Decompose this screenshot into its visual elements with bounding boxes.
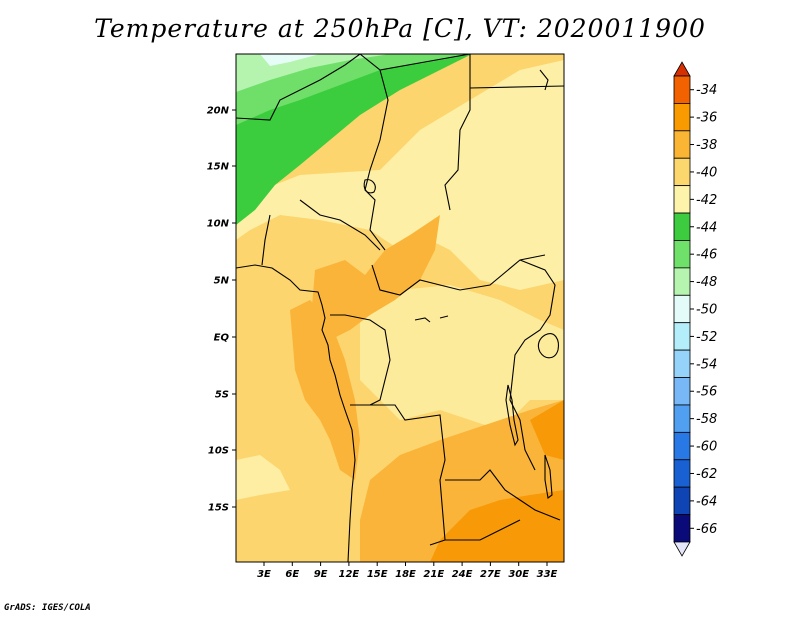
colorbar: -34 -36 -38 -40 -42 -44 -46 -48 -50 -52 -54 -56 -58 -… (673, 61, 717, 557)
colorbar-label: -58 (696, 412, 717, 427)
field-orange-west-coast (290, 300, 360, 480)
colorbar-box (673, 267, 691, 296)
colorbar-label: -38 (696, 138, 717, 153)
border-east-africa (509, 259, 556, 471)
border-cameroon-congo (330, 314, 391, 406)
colorbar-label: -56 (696, 385, 717, 400)
lat-label: 10N (207, 219, 230, 230)
colorbar-label: -60 (696, 440, 717, 455)
border-libya-sudan (379, 54, 471, 211)
border-car (371, 254, 546, 296)
red-sea-coast (539, 69, 549, 91)
lake-victoria (537, 333, 559, 359)
lon-label: 33E (537, 569, 558, 580)
coastline-gulf-of-guinea (236, 264, 356, 562)
colorbar-label: -36 (696, 111, 717, 126)
field-pale-southwest (236, 455, 290, 500)
colorbar-label: -48 (696, 275, 717, 290)
colorbar-label: -54 (696, 357, 717, 372)
lon-label: 3E (257, 569, 271, 580)
colorbar-box (673, 349, 691, 378)
colorbar-bottom-arrow (673, 541, 691, 557)
lon-label: 12E (339, 569, 360, 580)
colorbar-label: -50 (696, 303, 717, 318)
colorbar-label: -52 (696, 330, 717, 345)
border-west-sahel (236, 54, 361, 121)
colorbar-box (673, 431, 691, 461)
colorbar-box (673, 294, 691, 324)
lon-label: 24E (452, 569, 473, 580)
lat-label: 15N (207, 162, 230, 173)
field-dark-orange-east (530, 400, 564, 460)
colorbar-label: -46 (696, 248, 717, 263)
field-dark-orange-southeast (430, 490, 564, 562)
coastlines-borders (236, 54, 564, 562)
lake-malawi (544, 454, 553, 499)
lon-label: 6E (285, 569, 299, 580)
field-green-lightest (260, 54, 320, 66)
lat-label: EQ (214, 333, 230, 344)
colorbar-box (673, 404, 691, 433)
colorbar-label: -40 (696, 165, 717, 180)
lake-chad (363, 179, 376, 194)
map-frame (235, 53, 565, 563)
lake-tanganyika (505, 384, 519, 447)
chart-title: Temperature at 250hPa [C], VT: 202001190… (94, 14, 706, 43)
lon-label: 9E (314, 569, 328, 580)
lat-label: 20N (207, 106, 230, 117)
lon-label: 27E (480, 569, 501, 580)
field-pale-northeast (236, 60, 564, 290)
colorbar-label: -66 (696, 522, 717, 537)
colorbar-box (673, 322, 691, 351)
border-niger-chad (359, 54, 389, 251)
lon-label: 15E (367, 569, 388, 580)
border-zambia (445, 469, 561, 541)
colorbar-label: -62 (696, 467, 717, 482)
colorbar-box (673, 459, 691, 488)
colorbar-box (673, 130, 691, 159)
border-nigeria (261, 199, 381, 266)
colorbar-label: -42 (696, 193, 717, 208)
colorbar-label: -44 (696, 220, 717, 235)
colorbar-label: -34 (696, 83, 717, 98)
colorbar-box (673, 514, 691, 543)
lon-label: 18E (395, 569, 416, 580)
colorbar-box (673, 103, 691, 132)
colorbar-box (673, 377, 691, 406)
border-sudan-egypt (469, 85, 564, 89)
colorbar-box (673, 185, 691, 214)
lake-congo-north (414, 315, 449, 323)
field-pale-congo (360, 285, 564, 430)
lon-label: 21E (423, 569, 444, 580)
lat-label: 15S (208, 503, 229, 514)
colorbar-box (673, 212, 691, 241)
colorbar-label: -64 (696, 494, 717, 509)
lon-label: 30E (508, 569, 529, 580)
lat-label: 5S (215, 390, 229, 401)
map-axes: 20N 15N 10N 5N EQ 5S 10S 15S 3E 6E 9E 12E 15E 18E 21E 2… (207, 106, 558, 581)
colorbar-box (673, 75, 691, 104)
border-angola-drc (350, 404, 446, 546)
colorbar-box (673, 157, 691, 187)
grads-credit: GrADS: IGES/COLA (4, 603, 91, 613)
lat-label: 10S (208, 446, 229, 457)
lat-label: 5N (214, 276, 230, 287)
temperature-field (236, 54, 564, 562)
colorbar-top-arrow (673, 61, 691, 77)
colorbar-box (673, 486, 691, 515)
colorbar-box (673, 240, 691, 269)
field-orange-cameroon (310, 215, 440, 340)
